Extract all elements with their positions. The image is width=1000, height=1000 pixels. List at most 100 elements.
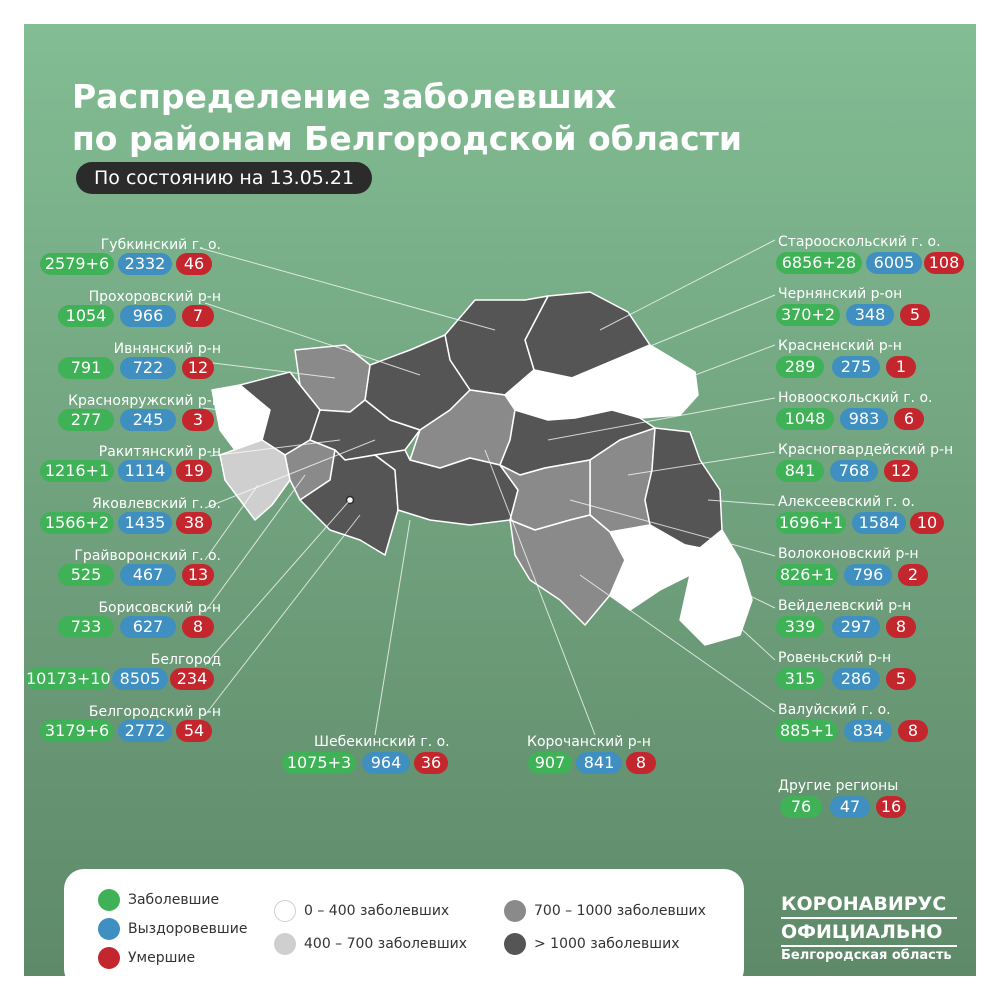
leader-line-volokonovsky (569, 499, 776, 557)
map-district-valuysky (509, 514, 626, 626)
district-label-shebekinsky: Шебекинский г. о. (314, 734, 450, 750)
leader-line-starooskolsky (599, 239, 776, 331)
cases-badge: 826+1 (776, 564, 838, 586)
district-label-belgorodsky: Белгородский р-н (88, 704, 221, 720)
leader-line-novooskolsky (547, 397, 776, 441)
cases-badge: 6856+28 (776, 252, 862, 274)
leader-line-gubkinsky (199, 247, 496, 331)
legend-range1-label: 0 – 400 заболевших (304, 903, 450, 919)
cases-badge: 315 (776, 668, 824, 690)
deaths-badge: 234 (170, 668, 214, 690)
legend-deaths-label: Умершие (128, 950, 196, 966)
deaths-badge: 12 (182, 357, 214, 379)
deaths-badge: 8 (626, 752, 656, 774)
recovered-legend-icon (98, 918, 120, 940)
leader-line-borisovsky (204, 474, 306, 613)
deaths-badge: 8 (898, 720, 928, 742)
district-label-rakityansky: Ракитянский р-н (98, 444, 221, 460)
deaths-badge: 8 (886, 616, 916, 638)
legend-range4-label: > 1000 заболевших (534, 936, 680, 952)
district-label-krasnensky: Красненский р-н (778, 338, 902, 354)
leader-line-grayvoronsky (204, 484, 259, 561)
recovered-badge: 467 (120, 564, 176, 586)
recovered-badge: 964 (362, 752, 410, 774)
legend-range2-label: 400 – 700 заболевших (304, 936, 468, 952)
leader-line-alekseevsky (707, 499, 776, 506)
district-label-belgorod: Белгород (150, 652, 221, 668)
leader-line-korochansky (484, 449, 596, 736)
leader-line-rakityansky (209, 439, 341, 457)
leader-line-krasnoyaruzhsky (202, 407, 239, 413)
map-district-veydelevsky (609, 524, 701, 611)
leader-line-veydelevsky (664, 554, 776, 609)
map-district-krasnensky (609, 344, 699, 419)
cases-badge: 791 (58, 357, 114, 379)
map-legend: Заболевшие Выздоровевшие Умершие 0 – 400… (64, 869, 744, 976)
cases-badge: 907 (528, 752, 572, 774)
deaths-badge: 54 (176, 720, 212, 742)
recovered-badge: 796 (844, 564, 892, 586)
legend-cases-label: Заболевшие (128, 892, 220, 908)
cases-badge: 289 (776, 356, 824, 378)
recovered-badge: 768 (830, 460, 878, 482)
cases-badge: 1054 (58, 305, 114, 327)
deaths-badge: 19 (176, 460, 212, 482)
deaths-badge: 5 (886, 668, 916, 690)
district-label-valuysky: Валуйский г. о. (778, 702, 891, 718)
infographic-card: Распределение заболевших по районам Белг… (24, 24, 976, 976)
district-label-volokonovsky: Волоконовский р-н (778, 546, 919, 562)
deaths-badge: 36 (414, 752, 448, 774)
leader-line-ivnyansky (204, 361, 336, 379)
leader-line-yakovlevsky (204, 439, 376, 509)
cases-badge: 1075+3 (282, 752, 356, 774)
brand-logo: КОРОНАВИРУС ОФИЦИАЛЬНО Белгородская обла… (781, 892, 957, 964)
map-district-grayvoronsky (219, 439, 291, 521)
deaths-badge: 38 (176, 512, 212, 534)
region-map (199, 239, 776, 736)
recovered-badge: 722 (120, 357, 176, 379)
cases-badge: 10173+10 (26, 668, 111, 690)
deaths-badge: 12 (884, 460, 918, 482)
deaths-badge: 5 (900, 304, 930, 326)
leader-line-prokhorovsky (204, 302, 421, 376)
leader-line-krasnogvardeysky (627, 451, 776, 476)
page-title: Распределение заболевших по районам Белг… (72, 76, 742, 160)
leader-line-valuysky (579, 574, 776, 713)
district-label-krasnoyaruzhsky: Краснояружский р-н (68, 393, 221, 409)
brand-divider (781, 945, 957, 947)
recovered-badge: 966 (120, 305, 176, 327)
district-label-grayvoronsky: Грайворонский г. о. (74, 548, 221, 564)
cases-badge: 2579+6 (40, 253, 114, 275)
recovered-badge: 8505 (112, 668, 168, 690)
district-label-ivnyansky: Ивнянский р-н (113, 341, 221, 357)
range1-legend-icon (274, 900, 296, 922)
district-label-rovensky: Ровеньский р-н (778, 650, 892, 666)
cases-badge: 339 (776, 616, 824, 638)
deaths-badge: 10 (910, 512, 944, 534)
leader-line-shebekinsky (374, 519, 411, 736)
cases-badge: 1048 (776, 408, 834, 430)
deaths-badge: 6 (894, 408, 924, 430)
range4-legend-icon (504, 933, 526, 955)
deaths-badge: 108 (924, 252, 964, 274)
district-label-alekseevsky: Алексеевский г. о. (778, 494, 915, 510)
district-label-veydelevsky: Вейделевский р-н (778, 598, 912, 614)
leader-line-belgorodsky (204, 514, 361, 716)
cases-badge: 841 (776, 460, 824, 482)
recovered-badge: 627 (120, 616, 176, 638)
cases-badge: 1696+1 (776, 512, 846, 534)
cases-badge: 3179+6 (40, 720, 114, 742)
recovered-badge: 2332 (118, 253, 172, 275)
brand-line-2: ОФИЦИАЛЬНО (781, 921, 943, 943)
recovered-badge: 841 (576, 752, 622, 774)
leader-line-krasnensky (649, 344, 776, 393)
leader-line-rovensky (709, 599, 776, 661)
cases-badge: 885+1 (776, 720, 838, 742)
recovered-badge: 1435 (118, 512, 172, 534)
recovered-badge: 1584 (852, 512, 906, 534)
deaths-badge: 13 (182, 564, 214, 586)
title-line-1: Распределение заболевших (72, 77, 617, 116)
recovered-badge: 983 (840, 408, 888, 430)
recovered-badge: 2772 (118, 720, 172, 742)
recovered-badge: 275 (832, 356, 880, 378)
